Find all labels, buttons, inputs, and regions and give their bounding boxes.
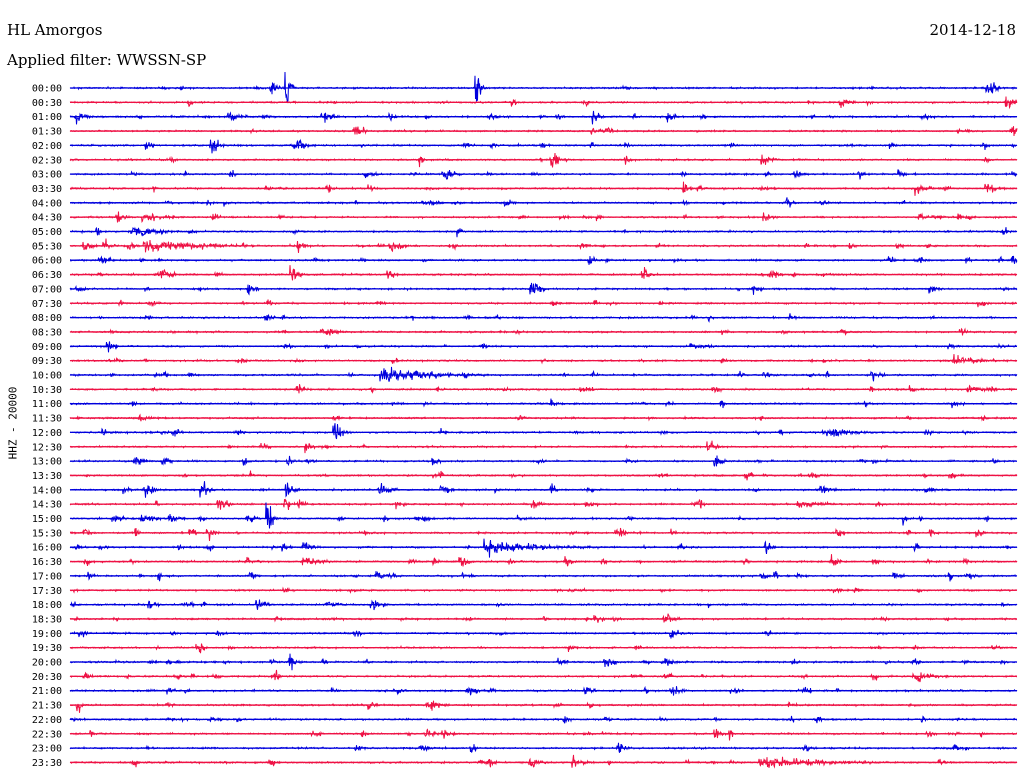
seismic-trace [70, 226, 1018, 238]
seismic-trace [69, 700, 1018, 713]
time-tick-label: 09:00 [32, 342, 62, 353]
seismic-trace [69, 110, 1018, 125]
seismic-trace [69, 354, 1018, 365]
time-tick-label: 21:00 [32, 686, 62, 697]
time-tick-label: 19:30 [32, 643, 62, 654]
date-label: 2014-12-18 [929, 21, 1016, 39]
time-tick-label: 11:30 [32, 414, 62, 425]
seismic-trace [69, 643, 1018, 654]
time-tick-label: 19:00 [32, 629, 62, 640]
time-tick-label: 20:30 [32, 672, 62, 683]
filter-label: Applied filter: WWSSN-SP [7, 51, 207, 69]
time-tick-label: 20:00 [32, 658, 62, 669]
time-tick-label: 05:00 [32, 227, 62, 238]
seismic-trace [69, 138, 1018, 154]
seismic-trace [69, 538, 1018, 558]
time-tick-label: 17:30 [32, 586, 62, 597]
time-tick-label: 22:30 [32, 729, 62, 740]
time-tick-label: 06:30 [32, 270, 62, 281]
time-tick-label: 10:30 [32, 385, 62, 396]
seismic-trace [69, 754, 1018, 769]
seismic-trace [69, 502, 1018, 529]
time-tick-label: 07:30 [32, 299, 62, 310]
time-tick-label: 18:00 [32, 600, 62, 611]
time-tick-label: 06:00 [32, 256, 62, 267]
time-tick-label: 16:30 [32, 557, 62, 568]
time-tick-label: 03:30 [32, 184, 62, 195]
time-tick-label: 04:00 [32, 198, 62, 209]
time-tick-label: 01:00 [32, 112, 62, 123]
time-tick-label: 08:30 [32, 327, 62, 338]
time-tick-label: 17:00 [32, 571, 62, 582]
time-tick-label: 04:30 [32, 213, 62, 224]
time-tick-label: 00:00 [32, 84, 62, 95]
time-tick-label: 18:30 [32, 614, 62, 625]
time-tick-label: 01:30 [32, 127, 62, 138]
time-tick-label: 23:00 [32, 744, 62, 755]
seismic-trace [69, 629, 1018, 639]
seismic-trace [69, 366, 1018, 382]
seismic-trace [69, 613, 1018, 623]
seismic-trace [69, 423, 1018, 440]
time-tick-label: 02:30 [32, 155, 62, 166]
time-tick-label: 12:30 [32, 442, 62, 453]
time-tick-label: 09:30 [32, 356, 62, 367]
time-tick-label: 10:00 [32, 371, 62, 382]
seismic-trace [69, 527, 1018, 541]
time-tick-label: 14:30 [32, 500, 62, 511]
station-title: HL Amorgos [7, 21, 103, 39]
seismic-trace [70, 554, 1018, 567]
seismic-trace [69, 265, 1018, 281]
time-tick-label: 21:30 [32, 701, 62, 712]
time-tick-label: 22:00 [32, 715, 62, 726]
time-tick-label: 00:30 [32, 98, 62, 109]
time-tick-label: 08:00 [32, 313, 62, 324]
time-tick-label: 16:00 [32, 543, 62, 554]
time-tick-label: 02:00 [32, 141, 62, 152]
time-tick-label: 03:00 [32, 170, 62, 181]
time-tick-label: 14:00 [32, 485, 62, 496]
time-tick-label: 23:30 [32, 758, 62, 769]
time-tick-label: 07:00 [32, 284, 62, 295]
time-tick-label: 13:30 [32, 471, 62, 482]
seismic-trace [69, 728, 1018, 741]
time-tick-label: 15:00 [32, 514, 62, 525]
time-tick-label: 12:00 [32, 428, 62, 439]
time-tick-label: 05:30 [32, 241, 62, 252]
seismic-trace [69, 71, 1018, 103]
time-tick-label: 11:00 [32, 399, 62, 410]
time-tick-label: 13:00 [32, 457, 62, 468]
time-tick-label: 15:30 [32, 528, 62, 539]
